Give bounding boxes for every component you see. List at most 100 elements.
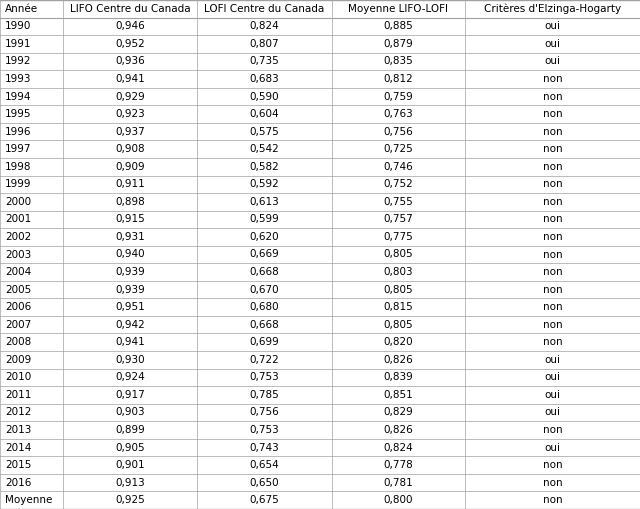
Bar xyxy=(197,228,332,246)
Bar xyxy=(0,421,63,439)
Text: 0,743: 0,743 xyxy=(250,442,279,453)
Bar xyxy=(63,88,197,105)
Bar xyxy=(63,351,197,369)
Text: 2012: 2012 xyxy=(5,408,31,417)
Bar xyxy=(197,439,332,457)
Text: 0,620: 0,620 xyxy=(250,232,279,242)
Bar xyxy=(63,176,197,193)
Text: 0,746: 0,746 xyxy=(383,162,413,172)
Bar xyxy=(332,333,465,351)
Text: 2005: 2005 xyxy=(5,285,31,295)
Text: 1999: 1999 xyxy=(5,179,31,189)
Bar xyxy=(332,492,465,509)
Bar xyxy=(63,123,197,140)
Bar xyxy=(332,123,465,140)
Bar xyxy=(0,457,63,474)
Text: 0,915: 0,915 xyxy=(115,214,145,224)
Text: 0,759: 0,759 xyxy=(383,92,413,101)
Bar xyxy=(197,404,332,421)
Text: 0,939: 0,939 xyxy=(115,267,145,277)
Text: 0,879: 0,879 xyxy=(383,39,413,49)
Bar xyxy=(63,70,197,88)
Text: 0,775: 0,775 xyxy=(383,232,413,242)
Bar xyxy=(197,70,332,88)
Bar xyxy=(332,140,465,158)
Text: 0,941: 0,941 xyxy=(115,74,145,84)
Bar xyxy=(197,88,332,105)
Bar xyxy=(197,333,332,351)
Bar xyxy=(465,17,640,35)
Text: non: non xyxy=(543,144,562,154)
Text: 2009: 2009 xyxy=(5,355,31,365)
Bar xyxy=(332,474,465,492)
Text: non: non xyxy=(543,267,562,277)
Text: 2011: 2011 xyxy=(5,390,31,400)
Text: 2006: 2006 xyxy=(5,302,31,312)
Text: 1990: 1990 xyxy=(5,21,31,32)
Text: 0,722: 0,722 xyxy=(250,355,279,365)
Text: 0,778: 0,778 xyxy=(383,460,413,470)
Bar xyxy=(0,52,63,70)
Text: 0,903: 0,903 xyxy=(115,408,145,417)
Text: 0,753: 0,753 xyxy=(250,373,279,382)
Text: 0,898: 0,898 xyxy=(115,197,145,207)
Text: non: non xyxy=(543,460,562,470)
Text: 0,807: 0,807 xyxy=(250,39,279,49)
Bar xyxy=(197,386,332,404)
Text: non: non xyxy=(543,109,562,119)
Text: 0,725: 0,725 xyxy=(383,144,413,154)
Bar xyxy=(0,246,63,263)
Bar xyxy=(63,140,197,158)
Bar xyxy=(465,457,640,474)
Text: 0,815: 0,815 xyxy=(383,302,413,312)
Text: 0,937: 0,937 xyxy=(115,127,145,136)
Bar xyxy=(332,457,465,474)
Text: 0,582: 0,582 xyxy=(250,162,279,172)
Text: 2001: 2001 xyxy=(5,214,31,224)
Bar xyxy=(332,316,465,333)
Bar xyxy=(197,246,332,263)
Bar xyxy=(63,369,197,386)
Text: 0,680: 0,680 xyxy=(250,302,279,312)
Text: non: non xyxy=(543,214,562,224)
Text: 0,905: 0,905 xyxy=(115,442,145,453)
Text: 0,917: 0,917 xyxy=(115,390,145,400)
Bar xyxy=(63,386,197,404)
Bar xyxy=(197,263,332,281)
Text: 0,699: 0,699 xyxy=(250,337,279,347)
Bar xyxy=(197,298,332,316)
Text: 0,929: 0,929 xyxy=(115,92,145,101)
Bar xyxy=(63,333,197,351)
Bar xyxy=(332,35,465,52)
Text: 0,885: 0,885 xyxy=(383,21,413,32)
Text: 0,668: 0,668 xyxy=(250,267,279,277)
Bar xyxy=(465,316,640,333)
Bar xyxy=(465,211,640,228)
Text: 1992: 1992 xyxy=(5,56,31,67)
Bar xyxy=(332,298,465,316)
Bar xyxy=(197,52,332,70)
Text: oui: oui xyxy=(544,442,561,453)
Bar xyxy=(332,52,465,70)
Text: Critères d'Elzinga-Hogarty: Critères d'Elzinga-Hogarty xyxy=(484,4,621,14)
Bar xyxy=(465,474,640,492)
Text: 0,899: 0,899 xyxy=(115,425,145,435)
Bar xyxy=(332,369,465,386)
Bar xyxy=(63,263,197,281)
Text: 0,839: 0,839 xyxy=(383,373,413,382)
Text: 1996: 1996 xyxy=(5,127,31,136)
Bar xyxy=(332,105,465,123)
Text: 0,675: 0,675 xyxy=(250,495,279,505)
Text: 1997: 1997 xyxy=(5,144,31,154)
Bar xyxy=(332,88,465,105)
Bar xyxy=(197,193,332,211)
Bar xyxy=(0,0,63,17)
Text: 0,756: 0,756 xyxy=(383,127,413,136)
Text: 0,805: 0,805 xyxy=(383,285,413,295)
Text: oui: oui xyxy=(544,39,561,49)
Text: Moyenne LIFO-LOFI: Moyenne LIFO-LOFI xyxy=(348,4,448,14)
Text: 0,924: 0,924 xyxy=(115,373,145,382)
Text: oui: oui xyxy=(544,408,561,417)
Text: oui: oui xyxy=(544,390,561,400)
Text: 2003: 2003 xyxy=(5,249,31,260)
